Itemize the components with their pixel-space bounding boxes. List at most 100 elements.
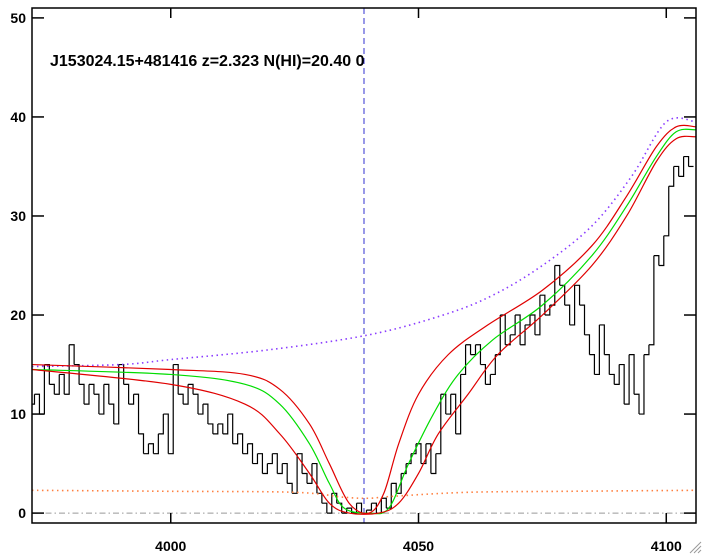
flux-step [371, 502, 377, 514]
flux-step [128, 394, 135, 405]
flux-step [74, 363, 80, 385]
flux-step [639, 354, 645, 415]
flux-step [564, 304, 571, 325]
flux-step [391, 482, 397, 494]
flux-step [262, 463, 268, 475]
flux-step [381, 497, 387, 509]
flux-step [133, 393, 140, 434]
flux-step [237, 433, 244, 454]
flux-step [292, 453, 298, 494]
flux-step [79, 383, 85, 405]
flux-step [217, 423, 224, 434]
flux-step [653, 254, 660, 266]
flux-step [148, 443, 155, 454]
flux-step [619, 363, 625, 405]
flux-step [455, 374, 462, 435]
flux-step [277, 463, 283, 475]
flux-step [336, 502, 343, 514]
flux-step [505, 334, 511, 346]
flux-step [401, 463, 407, 475]
flux-step [668, 166, 675, 187]
flux-step [643, 344, 650, 356]
flux-step [188, 383, 194, 395]
flux-step [252, 453, 259, 465]
flux-step [500, 314, 506, 345]
flux-step [113, 364, 120, 425]
flux-step [485, 374, 491, 385]
flux-step [257, 453, 264, 474]
dotted-curve [32, 117, 696, 368]
flux-step [198, 404, 204, 415]
flux-step [425, 443, 432, 474]
flux-step [93, 393, 100, 415]
flux-step [32, 394, 36, 405]
flux-step [366, 503, 373, 511]
model-curve [32, 128, 696, 515]
flux-step [49, 383, 55, 395]
flux-step [648, 255, 655, 346]
flux-step [609, 373, 615, 385]
flux-step [663, 186, 670, 237]
y-tick-label: 40 [10, 109, 26, 125]
model-curve [32, 135, 696, 515]
flux-step [64, 344, 70, 395]
plot-frame [31, 7, 697, 524]
y-tick-label: 10 [10, 406, 26, 422]
flux-step [34, 393, 41, 415]
flux-step [579, 304, 586, 335]
flux-step [123, 383, 130, 405]
flux-step [420, 443, 427, 465]
flux-step [465, 344, 472, 355]
flux-step [599, 324, 605, 355]
flux-step [530, 314, 536, 335]
flux-step [678, 156, 685, 177]
flux-step [98, 384, 105, 415]
flux-step [302, 472, 308, 484]
flux-step [490, 354, 496, 376]
flux-step [683, 155, 690, 167]
flux-step [574, 284, 581, 306]
y-tick-label: 20 [10, 307, 26, 323]
flux-step [351, 503, 358, 514]
x-tick-label: 4000 [155, 538, 186, 554]
flux-step [554, 264, 561, 286]
x-tick-label: 4050 [403, 538, 434, 554]
flux-step [227, 413, 234, 444]
flux-step [624, 354, 630, 405]
flux-step [460, 344, 467, 376]
flux-step [212, 423, 219, 435]
annotation: J153024.15+481416 z=2.323 N(HI)=20.40 0 [50, 53, 365, 70]
flux-step [143, 443, 150, 455]
flux-step [658, 235, 665, 267]
flux-step [440, 393, 447, 415]
flux-step [103, 383, 110, 405]
flux-step [475, 344, 482, 365]
y-tick-label: 30 [10, 208, 26, 224]
flux-step [549, 265, 556, 306]
flux-step [435, 394, 442, 455]
flux-step [108, 403, 115, 424]
y-tick-label: 50 [10, 10, 26, 26]
flux-step [193, 393, 199, 415]
flux-step [311, 462, 318, 494]
flux-step [163, 413, 169, 454]
flux-step [495, 315, 501, 356]
y-tick-label: 0 [18, 505, 26, 521]
flux-step [173, 363, 179, 395]
flux-step [84, 384, 90, 405]
flux-step [168, 364, 174, 455]
flux-step [614, 364, 620, 385]
flux-step [356, 502, 363, 514]
flux-step [138, 433, 145, 454]
flux-step [287, 482, 293, 494]
flux-step [69, 344, 75, 365]
model-curve [32, 124, 696, 515]
flux-step [569, 285, 576, 326]
flux-step [634, 393, 640, 415]
flux-step [183, 384, 189, 405]
flux-step [326, 493, 333, 514]
flux-step [307, 463, 313, 484]
